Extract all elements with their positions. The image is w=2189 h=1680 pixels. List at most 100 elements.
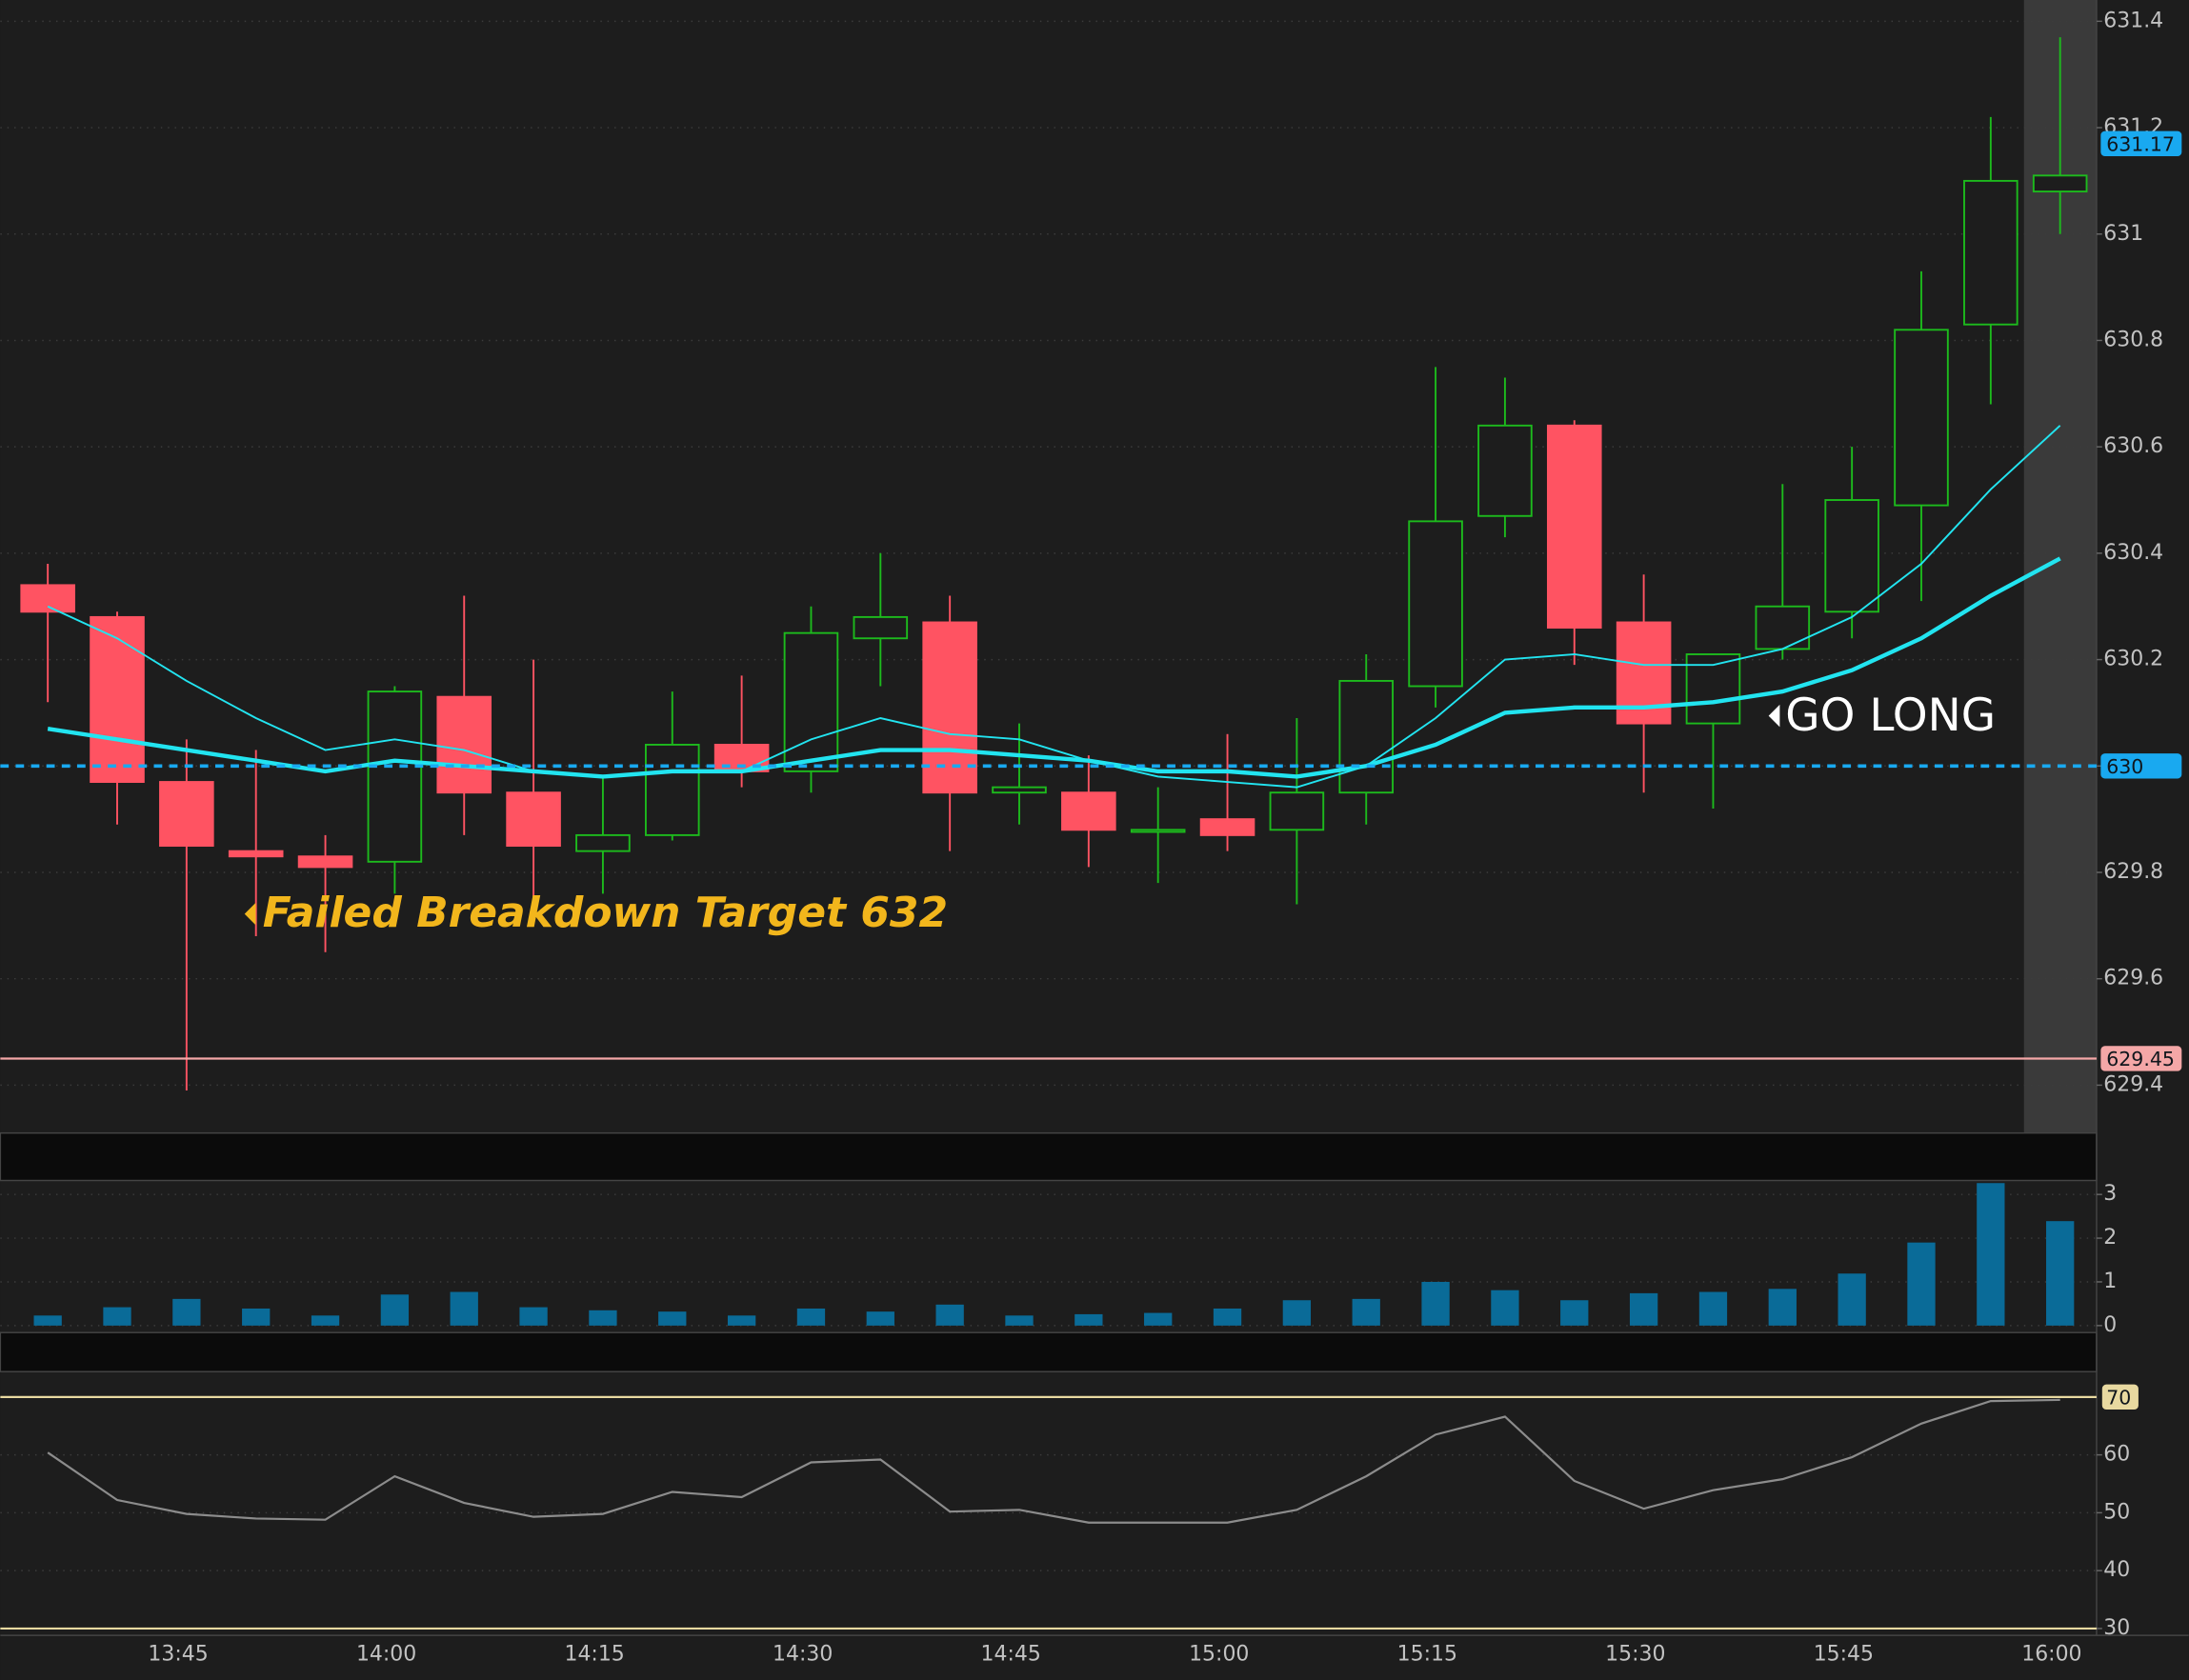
volume-bar: [1352, 1298, 1380, 1326]
moving-average-line: [47, 556, 2061, 779]
candle-body: [1546, 424, 1602, 630]
candle-body: [1269, 791, 1325, 831]
price-badge-label: 629.45: [2106, 1048, 2175, 1070]
price-badge-label: 630: [2106, 755, 2143, 778]
price-badge: [2100, 1046, 2182, 1071]
volume-bar: [1838, 1273, 1866, 1326]
candle-body: [1477, 424, 1533, 517]
candle-body: [90, 615, 145, 783]
volume-bar: [1213, 1308, 1242, 1326]
y-tick-label: 30: [2103, 1616, 2130, 1640]
plot-layer: 629.4 629.6 629.8 630 630.2 630.4 630.6 630.8 63…: [0, 9, 2182, 1667]
x-tick-label: 14:30: [773, 1643, 833, 1667]
volume-bar: [1977, 1183, 2005, 1326]
x-tick-label: 15:00: [1189, 1643, 1249, 1667]
candle-body: [1894, 329, 1949, 507]
candle-body: [992, 786, 1047, 794]
volume-bar: [1768, 1289, 1797, 1326]
price-badge: [2100, 130, 2182, 156]
volume-bar: [658, 1311, 687, 1326]
volume-bar: [1282, 1300, 1312, 1326]
volume-bar: [935, 1304, 964, 1326]
volume-bar: [172, 1298, 201, 1326]
x-tick-label: 15:30: [1605, 1643, 1665, 1667]
candle-body: [575, 833, 631, 852]
x-tick-label: 14:00: [356, 1643, 416, 1667]
y-tick-label: 630.8: [2103, 328, 2163, 351]
candle-body: [2032, 174, 2088, 193]
candle-body: [20, 584, 75, 613]
volume-bar: [519, 1307, 548, 1326]
y-tick-label: 631: [2103, 222, 2143, 246]
volume-bar: [242, 1308, 271, 1326]
y-tick-label: 630.6: [2103, 434, 2163, 458]
volume-bar: [2046, 1221, 2075, 1326]
candle-body: [228, 850, 284, 858]
y-tick-label: 629.8: [2103, 860, 2163, 884]
x-tick-label: 14:45: [981, 1643, 1041, 1667]
candle-body: [1824, 499, 1879, 613]
x-tick-label: 13:45: [148, 1643, 208, 1667]
volume-bar: [796, 1308, 826, 1326]
indicator-badge-label: 70: [2106, 1386, 2131, 1409]
y-tick-label: 629.4: [2103, 1072, 2163, 1096]
candle-body: [1963, 179, 2018, 326]
y-tick-label: 40: [2103, 1558, 2130, 1582]
y-tick-label: 1: [2103, 1270, 2117, 1293]
candle-body: [922, 621, 977, 794]
volume-bar: [1074, 1313, 1103, 1326]
y-tick-label: 629.6: [2103, 967, 2163, 990]
moving-average-line: [47, 425, 2061, 789]
volume-bar: [1560, 1300, 1589, 1326]
candle-body: [367, 690, 423, 863]
volume-bar: [311, 1315, 340, 1326]
volume-bar: [1907, 1242, 1936, 1326]
volume-bar: [1144, 1312, 1173, 1326]
volume-bar: [1421, 1281, 1450, 1326]
candle-body: [1755, 605, 1811, 650]
x-tick-label: 16:00: [2021, 1643, 2081, 1667]
x-tick-label: 15:15: [1397, 1643, 1457, 1667]
indicator-badge: [2101, 1384, 2139, 1410]
volume-bar: [1698, 1291, 1728, 1326]
y-tick-label: 630.2: [2103, 648, 2163, 671]
annotation-pointer: [244, 902, 256, 926]
y-tick-label: 3: [2103, 1182, 2117, 1206]
x-tick-label: 15:45: [1814, 1643, 1874, 1667]
y-tick-label: 60: [2103, 1443, 2130, 1467]
candle-body: [506, 791, 561, 848]
annotation-pointer: [1768, 704, 1780, 728]
candle-body: [1130, 829, 1186, 833]
candle-body: [853, 615, 909, 640]
candle-body: [436, 695, 492, 794]
panel-separator: [0, 1131, 2098, 1182]
volume-bar: [1491, 1290, 1519, 1326]
volume-bar: [1005, 1315, 1034, 1326]
y-tick-label: 2: [2103, 1226, 2117, 1250]
volume-bar: [1629, 1292, 1658, 1326]
candle-body: [644, 743, 700, 836]
y-tick-label: 630.4: [2103, 541, 2163, 565]
y-tick-label: 50: [2103, 1500, 2130, 1524]
annotation: GO LONG: [1785, 690, 1996, 742]
candle-body: [1199, 818, 1255, 836]
x-tick-label: 14:15: [564, 1643, 624, 1667]
panel-separator: [0, 1331, 2098, 1372]
y-tick-label: 631.4: [2103, 9, 2163, 32]
price-badge: [2100, 753, 2182, 779]
volume-bar: [33, 1315, 62, 1326]
candle-body: [1338, 679, 1395, 794]
candle-body: [1061, 791, 1116, 831]
y-tick-label: 0: [2103, 1313, 2117, 1337]
candle-body: [1408, 520, 1463, 688]
volume-bar: [589, 1310, 617, 1326]
volume-bar: [866, 1311, 894, 1326]
annotation: Failed Breakdown Target 632: [263, 889, 948, 937]
volume-bar: [103, 1307, 131, 1326]
candle-body: [783, 631, 839, 772]
volume-bar: [450, 1291, 478, 1326]
price-badge-label: 631.17: [2106, 132, 2175, 155]
volume-bar: [727, 1315, 756, 1326]
